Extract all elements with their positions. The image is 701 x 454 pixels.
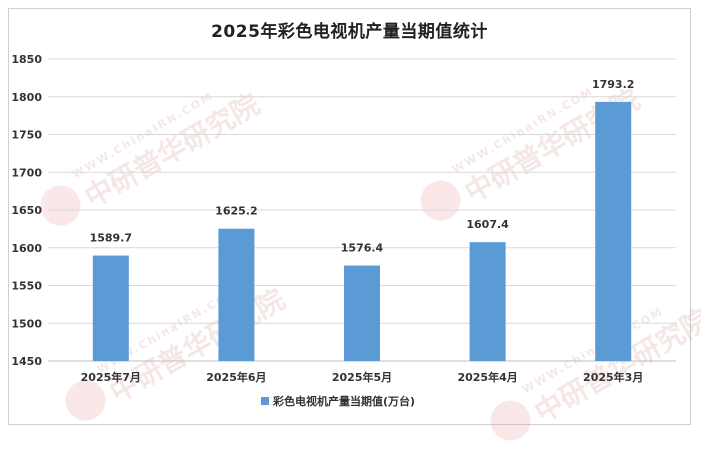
x-tick-label: 2025年3月 (583, 370, 643, 384)
y-tick-label: 1750 (11, 129, 42, 142)
data-label: 1625.2 (215, 205, 257, 218)
y-tick-label: 1800 (11, 91, 42, 104)
y-tick-label: 1450 (11, 355, 42, 368)
bar (218, 228, 255, 361)
x-tick-label: 2025年7月 (81, 370, 141, 384)
y-tick-label: 1700 (11, 166, 42, 179)
bar (469, 242, 506, 361)
x-tick-label: 2025年6月 (206, 370, 266, 384)
bar (92, 255, 129, 361)
bar-chart: 1450 1500 1550 1600 1650 1700 1750 1800 1850 1589… (11, 53, 676, 408)
y-tick-label: 1850 (11, 53, 42, 66)
data-label: 1589.7 (90, 232, 132, 245)
x-tick-label: 2025年4月 (457, 370, 517, 384)
data-label: 1793.2 (592, 78, 634, 91)
data-label: 1607.4 (466, 218, 509, 231)
y-tick-label: 1550 (11, 280, 42, 293)
y-tick-label: 1500 (11, 317, 42, 330)
y-tick-label: 1600 (11, 242, 42, 255)
y-tick-label: 1650 (11, 204, 42, 217)
x-tick-label: 2025年5月 (332, 370, 392, 384)
bar (595, 101, 632, 361)
bar (344, 265, 380, 361)
data-label: 1576.4 (341, 242, 384, 255)
chart-title: 2025年彩色电视机产量当期值统计 (211, 22, 488, 42)
legend-label: 彩色电视机产量当期值(万台) (272, 394, 415, 408)
legend-swatch (261, 397, 269, 405)
